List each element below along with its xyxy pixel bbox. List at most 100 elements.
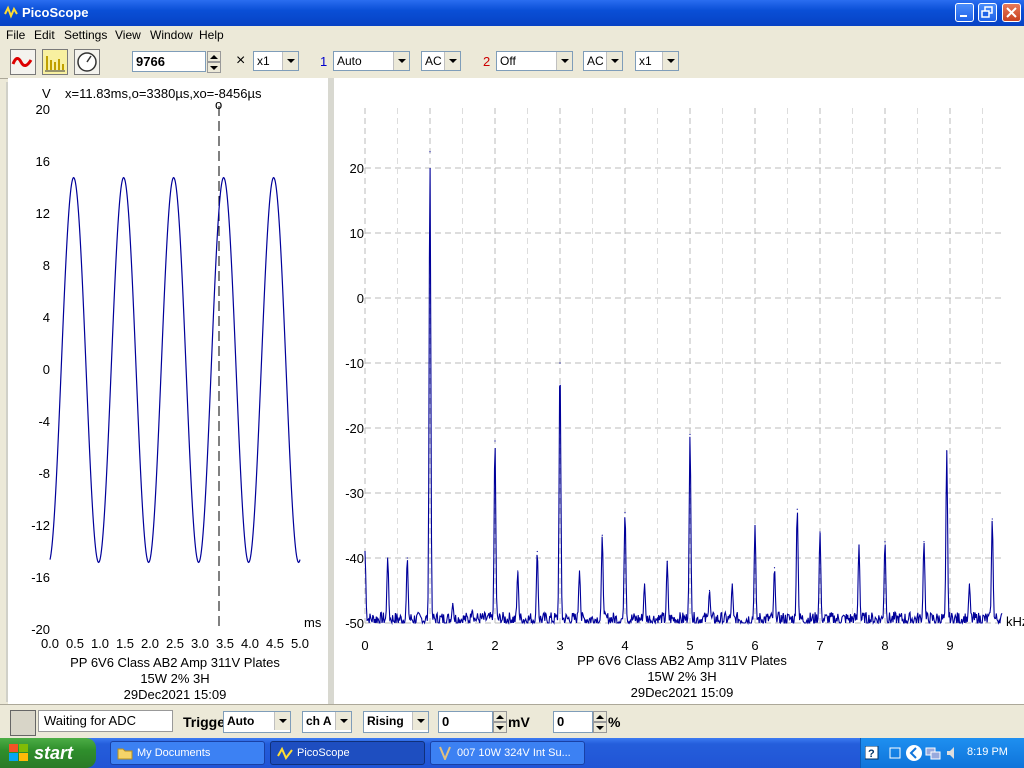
spectrum-peak [406,557,408,559]
pretrigger-percent-input[interactable]: 0 [553,711,593,733]
x-tick-label: 8 [881,638,888,653]
windows-logo-icon [9,744,28,761]
meter-view-button[interactable] [74,49,100,75]
y-tick-label: -20 [31,622,50,637]
multiplier-icon: × [236,52,246,69]
trigger-channel-select[interactable]: ch A [302,711,352,733]
spectrum-pane[interactable]: 20 10 0 -10 -20 -30 -40 -50 0 1 2 3 4 5 6 7 8 9 kHz PP 6V6 … [334,78,1024,704]
close-icon [1006,7,1017,18]
spectrum-peak [517,570,519,572]
menu-bar: File Edit Settings View Window Help [0,26,1024,44]
chevron-left-icon[interactable] [905,744,923,762]
x-tick-label: 1.0 [91,636,109,651]
trigger-threshold-input[interactable]: 0 [438,711,493,733]
spectrum-peak [559,362,561,364]
clock: 8:19 PM [967,746,1008,758]
spectrum-peak [796,508,798,510]
menu-edit[interactable]: Edit [34,28,55,42]
percent-unit: % [608,714,621,730]
menu-view[interactable]: View [115,28,141,42]
minimize-button[interactable] [955,3,974,22]
channel-2-multiplier-select[interactable]: x1 [635,51,679,71]
channel-2-label: 2 [483,54,491,69]
y-tick-label: 0 [357,291,364,306]
y-tick-label: -40 [345,551,364,566]
y-tick-label: 0 [43,362,50,377]
help-icon[interactable]: ? [865,746,879,760]
y-tick-label: 16 [36,154,50,169]
restore-button[interactable] [978,3,997,22]
threshold-spinner[interactable] [493,711,507,733]
spectrum-peak [708,589,711,592]
y-tick-label: 20 [350,161,364,176]
channel-1-coupling-select[interactable]: AC [421,51,461,71]
spectrum-peak [494,440,496,442]
tray-window-icon[interactable] [888,746,902,760]
menu-window[interactable]: Window [150,28,193,42]
x-tick-label: 4.0 [241,636,259,651]
spectrum-peak [858,544,860,546]
menu-file[interactable]: File [6,28,26,42]
menu-help[interactable]: Help [199,28,224,42]
spectrum-peak [884,541,886,543]
task-document[interactable]: 007 10W 324V Int Su... [430,741,585,765]
task-my-documents[interactable]: My Documents [110,741,265,765]
threshold-unit: mV [508,714,530,730]
network-icon[interactable] [925,745,941,761]
x-tick-label: 4 [621,638,628,653]
spectrum-peak [773,567,776,569]
svg-text:?: ? [868,748,875,760]
task-picoscope[interactable]: PicoScope [270,741,425,765]
samples-spinner[interactable] [207,51,221,73]
channel-1-range-select[interactable]: Auto [333,51,410,71]
cursor-readout: x=11.83ms,o=3380µs,xo=-8456µs [65,86,262,101]
x-tick-label: 0 [361,638,368,653]
x-unit-label: ms [304,615,322,630]
status-bar: Waiting for ADC Trigger Auto ch A Rising… [0,704,1024,739]
y-tick-label: -30 [345,486,364,501]
run-stop-button[interactable] [10,710,36,736]
samples-input[interactable]: 9766 [132,51,206,72]
y-tick-label: -12 [31,518,50,533]
spectrum-peak [946,450,948,452]
x-tick-label: 1.5 [116,636,134,651]
pane-splitter[interactable] [330,78,334,704]
spectrum-peak [666,560,668,562]
start-button[interactable]: start [0,738,96,768]
x-tick-label: 4.5 [266,636,284,651]
x-tick-label: 2 [491,638,498,653]
spectrum-peak [364,550,366,553]
start-label: start [34,743,74,763]
y-tick-label: -8 [38,466,50,481]
spectrum-peak [471,609,473,611]
percent-spinner[interactable] [593,711,607,733]
y-tick-label: 8 [43,258,50,273]
x-tick-label: 2.0 [141,636,159,651]
spectrum-peak [731,583,733,585]
x-tick-label: 3 [556,638,563,653]
spectrum-peak [968,583,971,585]
plot-caption-line: PP 6V6 Class AB2 Amp 311V Plates [577,653,787,668]
folder-icon [117,748,133,760]
close-button[interactable] [1002,3,1021,22]
scope-view-button[interactable] [10,49,36,75]
spectrum-view-button[interactable] [42,49,68,75]
spectrum-peak [923,541,925,543]
plot-caption-line: 29Dec2021 15:09 [124,687,227,702]
trigger-mode-select[interactable]: Auto [223,711,291,733]
channel-2-range-select[interactable]: Off [496,51,573,71]
volume-icon[interactable] [945,745,961,761]
channel-2-coupling-select[interactable]: AC [583,51,623,71]
taskbar: start My Documents PicoScope 007 10W 324… [0,738,1024,768]
x-tick-label: 5.0 [291,636,309,651]
x-tick-label: 3.5 [216,636,234,651]
x-tick-label: 3.0 [191,636,209,651]
trigger-edge-select[interactable]: Rising [363,711,429,733]
document-app-icon [439,746,451,760]
spectrum-peak [624,511,626,514]
spectrum-peak [689,433,691,436]
timebase-multiplier-select[interactable]: x1 [253,51,299,71]
menu-settings[interactable]: Settings [64,28,108,42]
